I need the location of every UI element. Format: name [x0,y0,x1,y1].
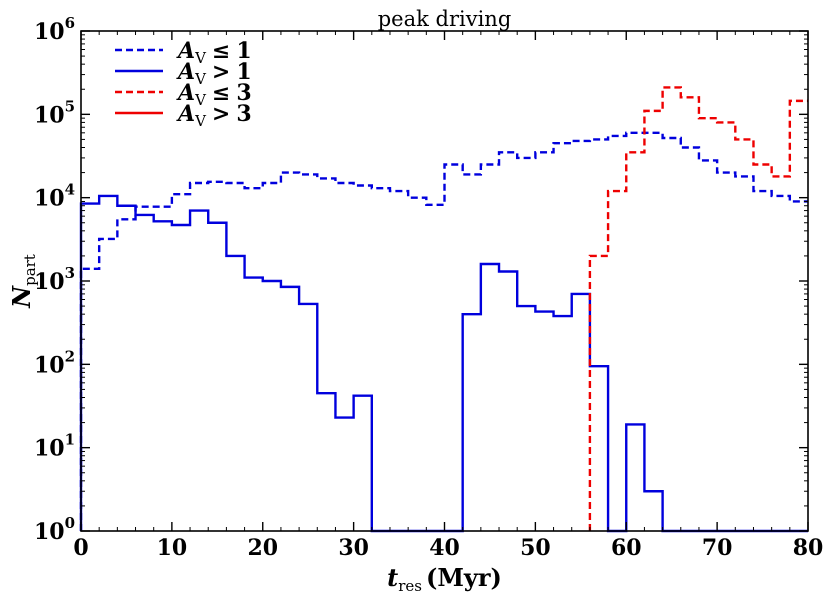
legend-label-1: AV ≤1 [176,38,252,67]
y-axis-label: Npart [7,254,39,309]
y-tick-label: 103 [34,264,75,295]
x-tick-label: 10 [157,535,188,561]
x-tick-label: 70 [702,535,733,561]
y-tick-label: 100 [34,514,75,545]
legend: AV ≤1AV >1AV ≤3AV >3 [115,38,252,130]
x-tick-label: 0 [73,535,88,561]
x-tick-label: 60 [611,535,642,561]
labels-layer: 0 10 20 30 40 50 60 70 80 100 101 102 103 104 105 106 tr… [7,14,823,595]
x-axis-label: tres (Myr) [387,563,502,595]
legend-label-3: AV ≤3 [176,80,252,109]
y-tick-label: 102 [34,347,75,378]
chart-title: peak driving [378,7,512,31]
x-tick-label: 80 [793,535,824,561]
series-line-1 [79,131,808,531]
data-layer [79,86,808,533]
x-tick-label: 50 [520,535,551,561]
x-tick-label: 20 [247,535,278,561]
y-tick-label: 106 [34,14,75,45]
x-tick-label: 40 [429,535,460,561]
series-line-2 [79,194,808,533]
x-tick-label: 30 [338,535,369,561]
y-tick-label: 105 [34,97,75,128]
y-tick-label: 101 [34,431,75,462]
legend-label-2: AV >1 [176,59,252,88]
legend-label-4: AV >3 [176,101,252,130]
series-line-3 [588,86,808,531]
y-tick-label: 104 [34,181,75,212]
plot-frame [80,30,809,532]
